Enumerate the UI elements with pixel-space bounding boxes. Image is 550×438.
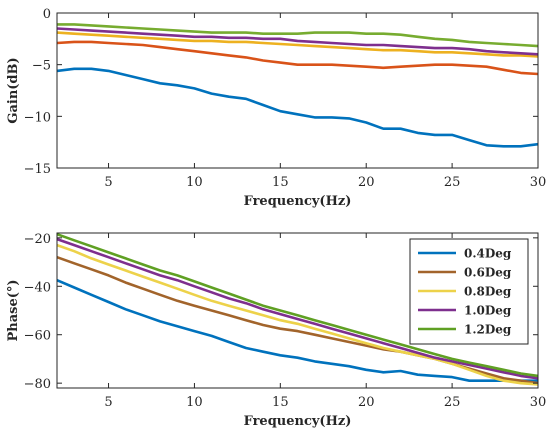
legend: 0.4Deg 0.6Deg 0.8Deg 1.0Deg 1.2Deg [409, 238, 529, 345]
y-tick-label: −10 [24, 110, 51, 125]
y-tick-label: 0 [43, 7, 51, 22]
y-axis-label: Gain(dB) [6, 57, 21, 123]
axes-box [56, 12, 539, 169]
x-tick-label: 20 [358, 175, 375, 190]
legend-entry-label: 0.6Deg [464, 266, 512, 280]
x-tick-label: 5 [104, 175, 112, 190]
x-tick-label: 5 [104, 395, 112, 410]
x-tick-label: 10 [186, 175, 203, 190]
y-tick-label: −60 [24, 329, 51, 344]
x-tick-label: 15 [272, 395, 289, 410]
x-axis-label: Frequency(Hz) [244, 194, 352, 209]
series-line-1 [56, 279, 538, 382]
axes-box [56, 232, 539, 389]
x-tick-label: 30 [530, 175, 547, 190]
x-tick-label: 10 [186, 395, 203, 410]
y-tick-label: −80 [24, 377, 51, 392]
y-tick-label: −5 [32, 59, 51, 74]
chart-panel-1: 5 10 15 20 25 30 0 −5 −10 −15 Frequency(Hz) Gain(dB… [6, 7, 546, 209]
legend-entry-label: 0.4Deg [464, 247, 512, 261]
x-tick-label: 15 [272, 175, 289, 190]
x-tick-label: 25 [444, 175, 461, 190]
series-line-5 [56, 232, 539, 378]
series-line-3 [56, 31, 539, 58]
legend-entry-label: 0.8Deg [464, 285, 512, 299]
y-tick-label: −20 [24, 232, 51, 247]
x-tick-label: 20 [358, 395, 375, 410]
legend-entry-label: 1.0Deg [464, 304, 512, 318]
series-line-4 [56, 27, 539, 56]
x-tick-label: 30 [530, 395, 547, 410]
y-tick-label: −15 [24, 162, 51, 177]
legend-entry-label: 1.2Deg [464, 323, 512, 337]
chart-panel-2: 5 10 15 20 25 30 −20 −40 −60 −80 Frequency(Hz) Phas… [6, 232, 546, 429]
series-line-2 [56, 40, 539, 76]
x-tick-label: 25 [444, 395, 461, 410]
x-axis-label: Frequency(Hz) [244, 414, 352, 429]
y-axis-label: Phase(°) [6, 279, 21, 341]
y-tick-label: −40 [24, 280, 51, 295]
series-line-1 [56, 67, 539, 148]
plot-area [57, 13, 538, 168]
series-line-3 [56, 243, 539, 386]
series-line-5 [57, 23, 539, 48]
series-line-4 [56, 237, 539, 380]
